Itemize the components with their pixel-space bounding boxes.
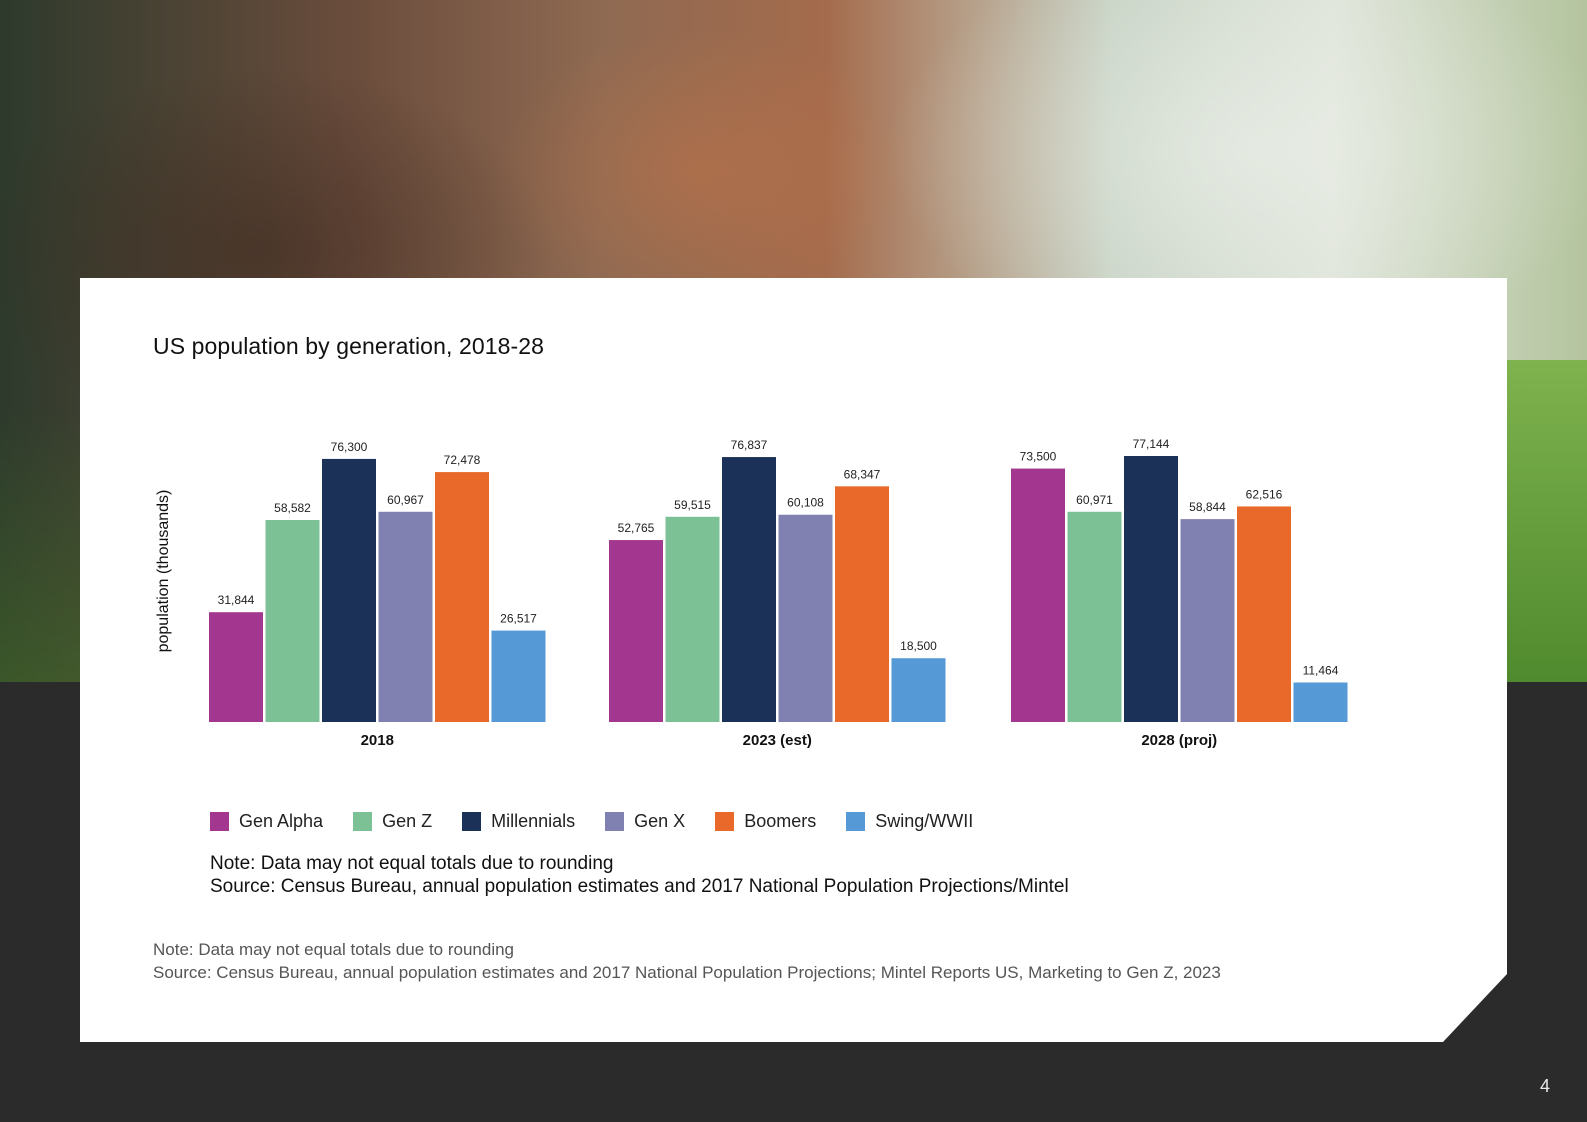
bar-chart: population (thousands) 31,844 58,582 76,300… [155,437,1348,749]
x-category-label: 2028 (proj) [1141,732,1217,749]
bar [1011,468,1065,722]
bar-value-label: 58,582 [274,501,311,515]
bar [778,514,833,722]
page-note: Note: Data may not equal totals due to r… [153,938,1221,984]
bar-value-label: 60,967 [387,493,424,507]
legend-swatch [605,812,625,831]
bar-value-label: 62,516 [1246,487,1283,501]
x-category-label: 2018 [361,732,394,749]
legend-item: Swing/WWII [846,811,973,832]
bar-value-label: 73,500 [1020,450,1057,464]
bar-value-label: 18,500 [900,639,937,653]
legend-label: Millennials [491,811,576,831]
legend-swatch [715,812,735,831]
page-source-line: Source: Census Bureau, annual population… [153,963,1221,982]
chart-source-line: Source: Census Bureau, annual population… [210,876,1069,897]
bar-value-label: 58,844 [1189,500,1226,514]
bar [1124,456,1178,722]
legend-item: Gen Z [353,811,432,832]
bar-value-label: 77,144 [1133,437,1170,451]
legend-item: Boomers [715,811,816,832]
legend-label: Swing/WWII [875,811,974,831]
legend-label: Gen Alpha [239,811,324,831]
chart-note-line: Note: Data may not equal totals due to r… [210,853,614,874]
y-axis-label: population (thousands) [155,490,172,653]
bar-value-label: 26,517 [500,612,537,626]
legend-swatch [353,812,373,831]
bar [322,458,376,722]
bar [1180,519,1235,722]
bar [265,520,320,722]
bar-value-label: 76,300 [331,440,368,454]
bar-value-label: 31,844 [218,593,255,607]
legend-item: Gen Alpha [210,811,323,832]
bar [835,486,889,722]
bar [722,457,776,722]
legend-swatch [462,812,482,831]
bar [1237,506,1291,722]
bar-value-label: 76,837 [731,438,768,452]
bar [665,516,720,722]
bar-value-label: 59,515 [674,498,711,512]
bar-value-label: 52,765 [618,521,655,535]
bar [435,472,489,722]
bar-value-label: 11,464 [1303,663,1339,677]
bar [209,612,263,722]
bar [1293,682,1348,722]
legend-label: Gen X [634,811,686,831]
bar [609,540,663,722]
chart-card: US population by generation, 2018-28 pop… [80,278,1507,1042]
bar [378,511,433,722]
bar-value-label: 68,347 [844,467,881,481]
chart-legend: Gen Alpha Gen Z Millennials Gen X Boomers Swi… [210,811,1003,832]
legend-item: Gen X [605,811,685,832]
bar [491,630,546,722]
legend-swatch [846,812,866,831]
bar [891,658,946,722]
legend-label: Gen Z [382,811,433,831]
chart-title: US population by generation, 2018-28 [153,333,545,359]
page-number: 4 [1540,1076,1551,1096]
legend-swatch [210,812,229,831]
legend-label: Boomers [744,811,817,831]
bar-value-label: 60,971 [1076,493,1113,507]
chart-note: Note: Data may not equal totals due to r… [210,852,1069,898]
legend-item: Millennials [462,811,575,832]
page-note-line: Note: Data may not equal totals due to r… [153,940,515,959]
bar-value-label: 72,478 [444,453,481,467]
photo-grass [1497,360,1587,682]
bar [1067,511,1122,722]
bar-value-label: 60,108 [787,496,824,510]
x-category-label: 2023 (est) [743,732,812,749]
